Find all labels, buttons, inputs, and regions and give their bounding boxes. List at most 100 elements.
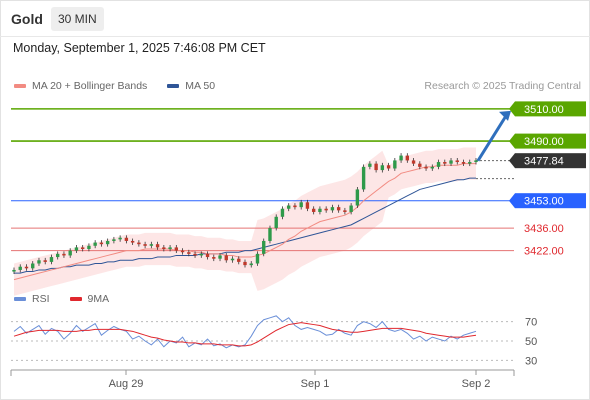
candle — [436, 159, 441, 170]
candle — [268, 225, 272, 244]
candle — [149, 241, 154, 249]
candle-body — [12, 269, 16, 272]
level-label: 3422.00 — [524, 246, 564, 258]
candle-body — [361, 166, 366, 190]
candle-body — [199, 253, 203, 256]
bollinger-band — [14, 147, 476, 296]
rsi-tick-label: 30 — [525, 355, 537, 367]
candle-body — [255, 253, 260, 264]
candle-body — [112, 239, 116, 241]
candle-body — [336, 207, 341, 211]
rsi-tick-label: 50 — [525, 336, 537, 348]
time-tick-label: Sep 2 — [462, 378, 491, 390]
projection-arrowhead — [499, 110, 511, 121]
candle-body — [62, 253, 66, 256]
legend-ma9-label: 9MA — [87, 293, 110, 305]
candle-body — [87, 245, 91, 250]
candle-body — [68, 250, 72, 256]
time-tick-label: Sep 1 — [301, 378, 330, 390]
candle-body — [193, 253, 197, 256]
candle-body — [187, 252, 191, 254]
candle-body — [24, 266, 29, 269]
level-tag-pointer — [509, 101, 515, 117]
candle — [280, 206, 285, 220]
candle — [262, 238, 266, 257]
level-3436.00: 3436.00 — [11, 223, 564, 235]
candle-body — [124, 237, 129, 241]
candle — [62, 251, 66, 258]
candle — [99, 240, 104, 247]
rsi-ma9-line — [13, 322, 477, 347]
level-tag — [515, 153, 586, 169]
candle — [105, 238, 110, 247]
divider — [0, 36, 590, 37]
candle-body — [162, 247, 166, 250]
candle — [93, 240, 97, 249]
candle — [118, 235, 122, 242]
candle-body — [418, 163, 422, 167]
candle — [293, 203, 297, 210]
candle — [130, 238, 135, 245]
ma9-swatch — [69, 297, 82, 301]
candle — [230, 256, 235, 263]
candle — [430, 164, 434, 171]
candle — [37, 257, 41, 266]
candle — [168, 244, 172, 252]
candle-body — [249, 263, 253, 266]
legend-ma50-label: MA 50 — [185, 80, 216, 92]
candle-body — [143, 244, 147, 246]
candle-body — [324, 208, 328, 211]
candle — [249, 261, 253, 268]
candle-body — [37, 260, 41, 264]
candle — [68, 248, 72, 258]
timeframe-badge[interactable]: 30 MIN — [51, 7, 104, 31]
top-bar: Gold 30 MIN — [0, 0, 590, 36]
candle-body — [80, 247, 85, 250]
legend-ma20-label: MA 20 + Bollinger Bands — [32, 80, 148, 92]
candle-body — [349, 205, 353, 212]
candle-body — [49, 257, 54, 262]
candle — [112, 236, 116, 244]
candle-body — [430, 166, 434, 169]
candle — [137, 240, 141, 247]
level-3510.00: 3510.00 — [11, 101, 586, 117]
candle-body — [343, 210, 347, 212]
candle — [143, 241, 147, 249]
candle — [343, 207, 347, 215]
candle — [124, 235, 129, 244]
candle-body — [443, 162, 447, 164]
credit-text: Research © 2025 Trading Central — [424, 80, 581, 92]
candle-body — [411, 160, 416, 164]
candle — [31, 261, 35, 271]
candle-body — [405, 155, 410, 161]
time-tick-label: Aug 29 — [109, 378, 144, 390]
candle — [411, 158, 416, 167]
candle-body — [31, 263, 35, 269]
candle — [18, 264, 22, 273]
candle — [224, 253, 228, 263]
candle-body — [274, 216, 278, 229]
candle-body — [137, 242, 141, 245]
candle-body — [43, 260, 47, 262]
candle-body — [243, 261, 247, 266]
candle — [180, 248, 185, 255]
candle-body — [224, 255, 228, 261]
candle — [468, 159, 472, 167]
candle-body — [399, 155, 403, 161]
candle-body — [424, 166, 428, 169]
candle-body — [305, 202, 310, 209]
candle — [237, 256, 241, 265]
candle — [424, 164, 428, 171]
candle — [418, 161, 422, 170]
level-label: 3436.00 — [524, 223, 564, 235]
candle — [87, 243, 91, 252]
candle-body — [455, 160, 459, 163]
candle — [274, 214, 278, 231]
level-3490.00: 3490.00 — [11, 133, 586, 149]
candle — [374, 161, 378, 173]
candle-body — [280, 208, 285, 217]
candle-body — [74, 247, 79, 251]
candle — [305, 199, 310, 212]
candle — [56, 251, 60, 260]
